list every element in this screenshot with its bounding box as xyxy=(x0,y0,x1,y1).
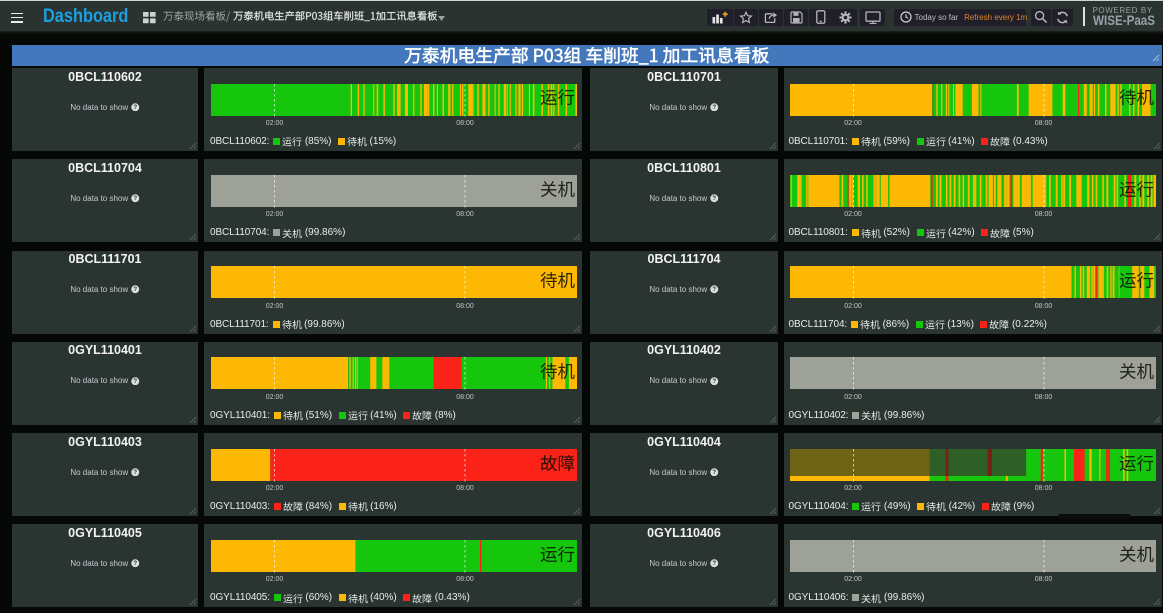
svg-text:?: ? xyxy=(134,378,138,385)
svg-text:?: ? xyxy=(713,104,717,111)
svg-text:?: ? xyxy=(134,469,138,476)
svg-text:?: ? xyxy=(713,195,717,202)
svg-text:?: ? xyxy=(134,195,138,202)
svg-text:?: ? xyxy=(134,560,138,567)
svg-text:?: ? xyxy=(713,287,717,294)
svg-text:?: ? xyxy=(134,104,138,111)
svg-text:?: ? xyxy=(713,378,717,385)
svg-text:?: ? xyxy=(713,469,717,476)
svg-text:?: ? xyxy=(134,287,138,294)
svg-text:?: ? xyxy=(713,560,717,567)
